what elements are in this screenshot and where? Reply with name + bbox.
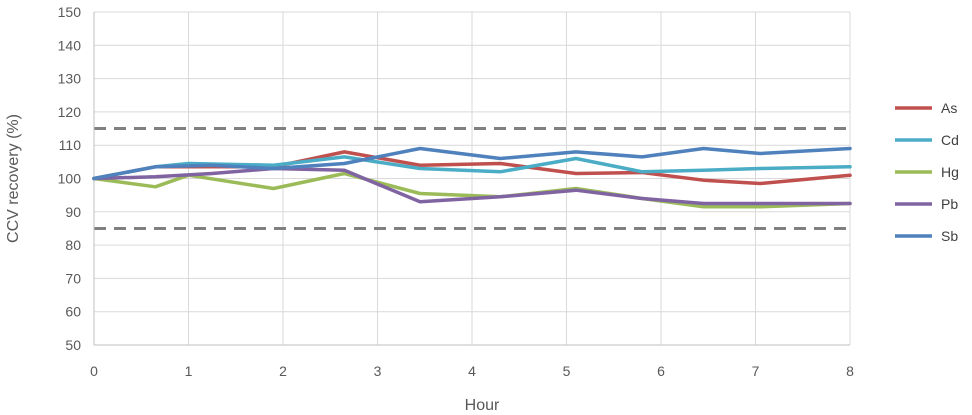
legend-label-sb: Sb [941,228,958,244]
x-tick-label: 3 [374,363,382,379]
y-axis-title: CCV recovery (%) [5,114,22,243]
y-tick-label: 120 [58,104,82,120]
x-tick-label: 7 [752,363,760,379]
legend-label-as: As [941,100,957,116]
x-tick-label: 5 [563,363,571,379]
axes: 50 60 70 80 90 100 110 120 130 140 150 0 1 2 3 4 5 6 7 8 [58,4,854,379]
y-tick-label: 80 [65,237,81,253]
x-tick-label: 6 [657,363,665,379]
x-axis-title: Hour [465,397,500,414]
legend-label-cd: Cd [941,132,959,148]
legend-label-hg: Hg [941,164,959,180]
x-tick-label: 8 [846,363,854,379]
x-tick-label: 2 [279,363,287,379]
y-tick-label: 50 [65,337,81,353]
y-tick-label: 90 [65,204,81,220]
series-line-pb [92,166,852,206]
y-tick-label: 150 [58,4,82,20]
series-line-cd [92,155,852,181]
x-tick-label: 1 [185,363,193,379]
legend: As Cd Hg Pb Sb [895,100,959,244]
legend-label-pb: Pb [941,196,958,212]
y-tick-label: 100 [58,171,82,187]
x-tick-label: 4 [468,363,476,379]
y-tick-label: 140 [58,37,82,53]
x-tick-label: 0 [90,363,98,379]
y-tick-label: 60 [65,304,81,320]
series-line-hg [92,171,852,209]
control-limit-lines [94,127,850,230]
y-tick-label: 70 [65,270,81,286]
y-tick-label: 110 [59,137,82,153]
y-tick-label: 130 [58,71,82,87]
data-series [92,146,852,209]
series-line-sb [92,146,852,181]
